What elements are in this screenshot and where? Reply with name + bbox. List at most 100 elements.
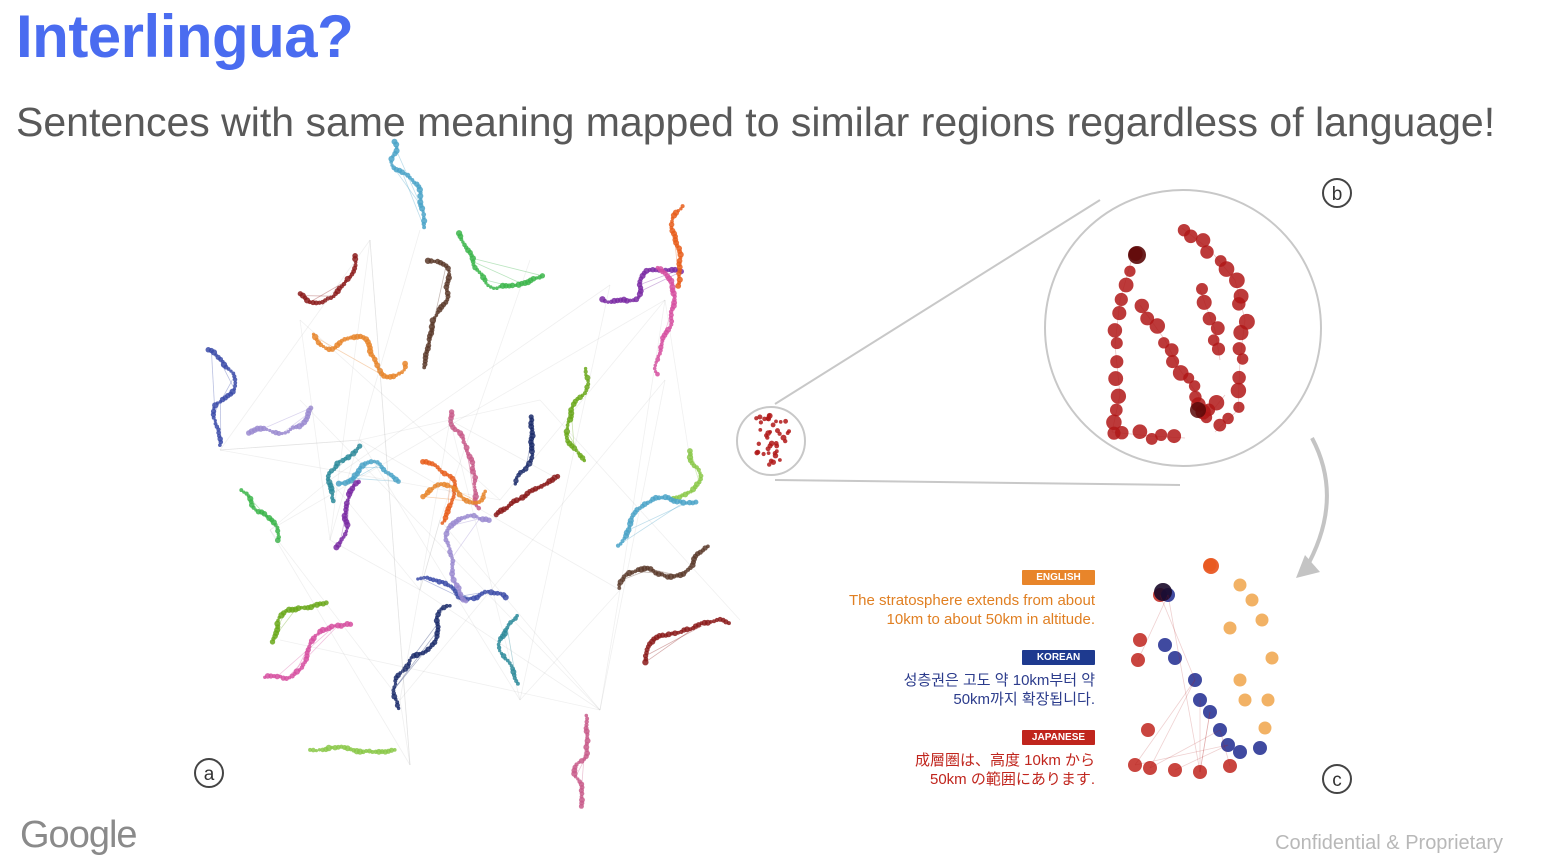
scatter-point: [624, 297, 630, 304]
scatter-point: [392, 685, 397, 689]
cluster-b-point: [1236, 353, 1249, 365]
scatter-point: [655, 371, 660, 377]
scatter-link: [369, 239, 411, 766]
mini-point: [770, 422, 776, 428]
cluster-c-english-point: [1265, 651, 1279, 665]
cluster-c-point: [1154, 583, 1172, 601]
scatter-point: [242, 490, 246, 494]
scatter-point: [455, 230, 463, 237]
scatter-link: [413, 623, 438, 657]
cluster-b-point: [1114, 292, 1128, 307]
scatter-point: [299, 605, 304, 610]
scatter-point: [288, 427, 293, 432]
korean-sentence: 성층권은 고도 약 10km부터 약 50km까지 확장됩니다.: [795, 671, 1095, 709]
scatter-point: [513, 482, 518, 486]
cluster-b-point: [1200, 245, 1214, 259]
scatter-point: [689, 489, 693, 494]
mini-point: [786, 429, 792, 434]
scatter-point: [582, 458, 587, 463]
scatter-point: [573, 774, 578, 779]
scatter-point: [515, 613, 519, 618]
mini-point: [767, 462, 772, 467]
cluster-b-point: [1233, 401, 1245, 413]
scatter-point: [628, 298, 633, 303]
scatter-link: [451, 518, 480, 559]
scatter-point: [496, 642, 501, 647]
mini-point: [777, 431, 782, 436]
scatter-point: [509, 664, 514, 668]
cluster-c-korean-point: [1203, 705, 1217, 719]
scatter-point: [469, 459, 476, 466]
cluster-b-point: [1233, 325, 1249, 341]
scatter-point: [679, 629, 684, 635]
scatter-point: [317, 748, 322, 752]
scatter-link: [399, 379, 666, 701]
mini-point: [754, 416, 759, 421]
scatter-point: [696, 467, 701, 473]
scatter-link: [281, 413, 309, 434]
scatter-point: [398, 671, 403, 675]
scatter-point: [489, 285, 493, 289]
mini-point: [774, 449, 779, 454]
scatter-point: [310, 300, 316, 306]
scatter-point: [391, 691, 397, 696]
scatter-point: [419, 576, 423, 581]
language-colored-cluster-c: [1128, 558, 1279, 779]
scatter-point: [450, 565, 455, 570]
scatter-point: [653, 369, 658, 374]
slide-title: Interlingua?: [16, 3, 354, 70]
scatter-point: [585, 716, 590, 721]
scatter-point: [283, 431, 287, 435]
scatter-point: [499, 651, 504, 656]
scatter-point: [421, 217, 428, 224]
scatter-link: [219, 239, 371, 451]
scatter-link: [329, 229, 421, 541]
scatter-point: [447, 272, 452, 277]
cluster-b-point: [1115, 425, 1129, 440]
scatter-point: [318, 342, 323, 348]
korean-line-1: 성층권은 고도 약 10km부터 약: [903, 672, 1095, 689]
scatter-point: [422, 575, 426, 580]
scatter-point: [395, 479, 401, 484]
scatter-point: [376, 748, 382, 755]
scatter-point: [513, 478, 519, 484]
cluster-b-point: [1210, 321, 1225, 336]
cluster-c-korean-point: [1233, 745, 1247, 759]
scatter-point: [585, 732, 590, 737]
cluster-b-point: [1218, 261, 1235, 277]
cluster-c-korean-point: [1158, 638, 1172, 652]
panel-label-a: a: [194, 758, 224, 788]
korean-line-2: 50km까지 확장됩니다.: [953, 691, 1095, 708]
scatter-point: [479, 272, 484, 277]
scatter-link: [399, 699, 411, 766]
mini-point: [755, 449, 761, 455]
scatter-point: [323, 600, 329, 606]
scatter-point: [452, 491, 457, 496]
scatter-point: [345, 336, 350, 341]
scatter-point: [498, 649, 502, 653]
scatter-point: [352, 255, 359, 263]
scatter-link: [302, 295, 334, 297]
scatter-point: [297, 291, 303, 297]
scatter-point: [233, 383, 238, 388]
scatter-point: [332, 744, 338, 751]
scatter-link: [393, 636, 438, 691]
scatter-point: [406, 661, 411, 666]
scatter-link: [353, 477, 399, 482]
mini-point: [774, 443, 780, 449]
arrow-b-to-c: [1303, 437, 1329, 571]
scatter-point: [432, 316, 437, 320]
scatter-point: [436, 578, 443, 585]
scatter-link: [1199, 711, 1211, 773]
cluster-b-point: [1222, 412, 1234, 425]
cluster-b-point: [1167, 429, 1182, 444]
scatter-point: [295, 605, 302, 612]
scatter-link: [619, 299, 666, 591]
scatter-point: [425, 342, 432, 349]
panel-label-c: c: [1322, 764, 1352, 794]
scatter-link: [299, 319, 501, 501]
scatter-point: [465, 513, 470, 519]
scatter-point: [311, 747, 316, 753]
scatter-point: [617, 586, 622, 590]
